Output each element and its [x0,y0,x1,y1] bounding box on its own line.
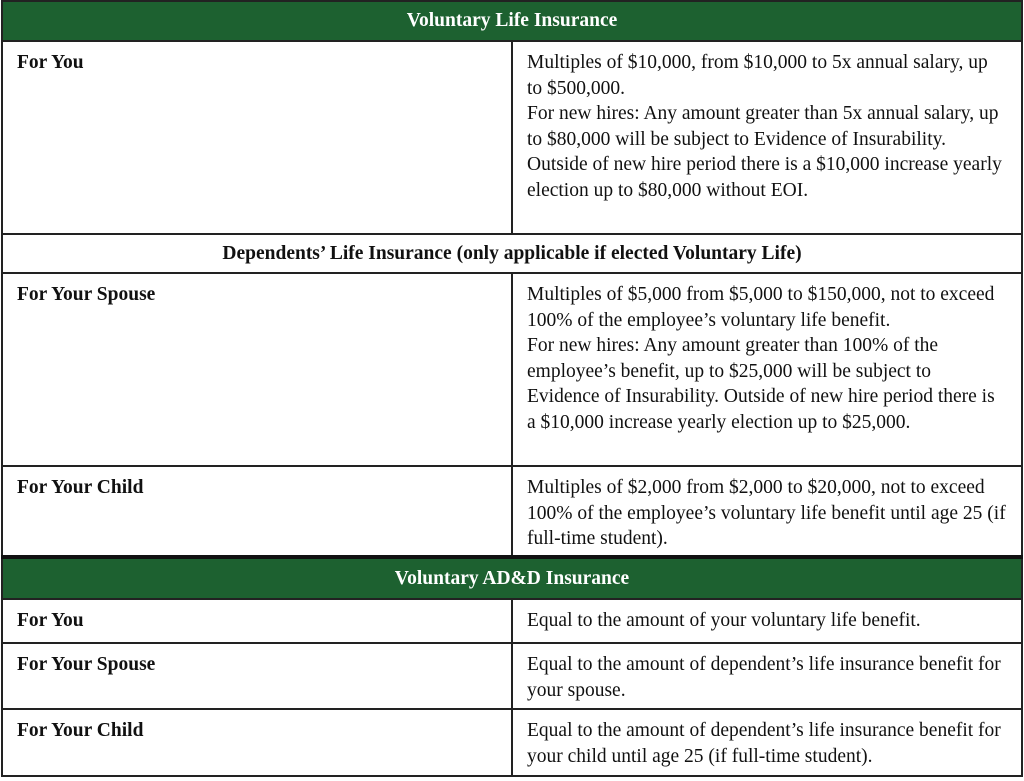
description-paragraph: Equal to the amount of dependent’s life … [527,720,1001,767]
benefit-row: For Your Spouse Equal to the amount of de… [1,642,1023,710]
description-paragraph: For new hires: Any amount greater than 5… [527,103,1002,201]
benefit-row: For You Equal to the amount of your volun… [1,598,1023,644]
section-header-row: Voluntary Life Insurance [1,0,1023,42]
coverage-description: Equal to the amount of your voluntary li… [511,598,1023,644]
benefit-row: For You Multiples of $10,000, from $10,00… [1,40,1023,235]
coverage-label: For Your Spouse [1,642,513,710]
benefit-row: For Your Spouse Multiples of $5,000 from … [1,272,1023,467]
section-header-row: Dependents’ Life Insurance (only applica… [1,233,1023,274]
description-paragraph: Equal to the amount of your voluntary li… [527,610,921,631]
description-paragraph: Multiples of $10,000, from $10,000 to 5x… [527,52,988,99]
section-header-row: Voluntary AD&D Insurance [1,555,1023,600]
coverage-label: For Your Child [1,465,513,558]
coverage-label: For Your Child [1,708,513,777]
description-paragraph: Equal to the amount of dependent’s life … [527,654,1001,701]
coverage-description: Equal to the amount of dependent’s life … [511,708,1023,777]
description-paragraph: For new hires: Any amount greater than 1… [527,335,995,433]
benefit-row: For Your Child Multiples of $2,000 from $… [1,465,1023,558]
benefit-row: For Your Child Equal to the amount of dep… [1,708,1023,777]
description-paragraph: Multiples of $2,000 from $2,000 to $20,0… [527,477,1006,550]
section-title: Voluntary AD&D Insurance [1,555,1023,600]
section-title: Dependents’ Life Insurance (only applica… [1,233,1023,274]
section-title: Voluntary Life Insurance [1,0,1023,42]
coverage-label: For You [1,598,513,644]
description-paragraph: Multiples of $5,000 from $5,000 to $150,… [527,284,995,331]
coverage-label: For Your Spouse [1,272,513,467]
coverage-description: Multiples of $10,000, from $10,000 to 5x… [511,40,1023,235]
coverage-description: Equal to the amount of dependent’s life … [511,642,1023,710]
coverage-description: Multiples of $2,000 from $2,000 to $20,0… [511,465,1023,558]
coverage-label: For You [1,40,513,235]
coverage-description: Multiples of $5,000 from $5,000 to $150,… [511,272,1023,467]
